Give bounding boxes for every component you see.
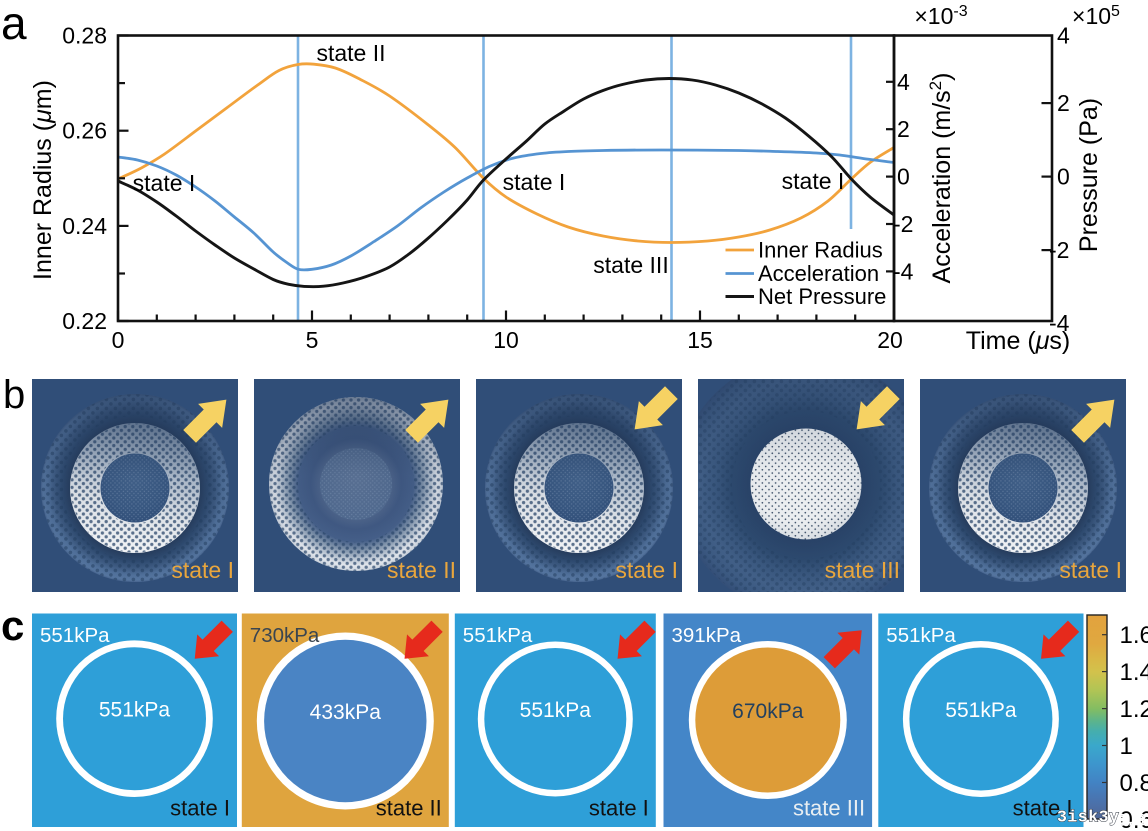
svg-text:670kPa: 670kPa	[732, 700, 804, 723]
svg-text:4: 4	[1057, 23, 1070, 49]
svg-text:state I: state I	[782, 168, 845, 194]
svg-text:-2: -2	[893, 211, 913, 237]
svg-text:5: 5	[306, 327, 319, 353]
svg-text:state III: state III	[825, 557, 900, 583]
svg-text:1.2: 1.2	[1120, 696, 1148, 723]
svg-text:c: c	[1, 602, 24, 649]
svg-text:3isk3y: 3isk3y	[1057, 808, 1119, 827]
svg-text:433kPa: 433kPa	[310, 701, 382, 724]
svg-text:10: 10	[493, 327, 519, 353]
svg-text:Inner Radius: Inner Radius	[758, 238, 883, 263]
svg-text:551kPa: 551kPa	[40, 624, 110, 647]
svg-text:state I: state I	[133, 170, 196, 196]
svg-text:0.24: 0.24	[62, 213, 107, 239]
svg-text:551kPa: 551kPa	[520, 699, 592, 722]
svg-text:Inner Radius (μm): Inner Radius (μm)	[29, 80, 57, 280]
svg-text:Acceleration (m/s2): Acceleration (m/s2)	[926, 73, 956, 284]
svg-text:b: b	[3, 373, 25, 417]
svg-text:0.28: 0.28	[62, 23, 107, 49]
svg-text:1: 1	[1120, 733, 1133, 760]
svg-text:0.26: 0.26	[62, 118, 107, 144]
svg-text:state I: state I	[1013, 796, 1073, 821]
svg-text:0: 0	[112, 327, 125, 353]
svg-text:state II: state II	[316, 40, 385, 66]
svg-text:551kPa: 551kPa	[463, 624, 533, 647]
svg-text:0.8: 0.8	[1117, 812, 1146, 830]
svg-text:551kPa: 551kPa	[99, 699, 171, 722]
svg-text:2: 2	[897, 116, 910, 142]
svg-text:state I: state I	[503, 169, 566, 195]
svg-text:0: 0	[897, 164, 910, 190]
svg-text:-2: -2	[1049, 237, 1069, 263]
svg-text:551kPa: 551kPa	[945, 699, 1017, 722]
svg-text:730kPa: 730kPa	[250, 624, 320, 647]
svg-text:state II: state II	[387, 557, 456, 583]
svg-text:Pressure (Pa): Pressure (Pa)	[1075, 98, 1103, 252]
svg-text:Net Pressure: Net Pressure	[758, 284, 886, 309]
svg-text:state II: state II	[376, 796, 442, 821]
svg-text:×10-3: ×10-3	[914, 3, 967, 29]
svg-text:4: 4	[897, 69, 910, 95]
svg-text:state III: state III	[593, 252, 668, 278]
svg-text:×105: ×105	[1072, 3, 1120, 29]
svg-text:1.4: 1.4	[1120, 659, 1148, 686]
svg-text:-4: -4	[1049, 310, 1070, 336]
svg-text:0: 0	[1057, 164, 1070, 190]
svg-text:-4: -4	[893, 258, 914, 284]
svg-text:state III: state III	[793, 796, 865, 821]
svg-text:0.22: 0.22	[62, 308, 107, 334]
svg-text:0.8: 0.8	[1120, 770, 1148, 797]
svg-text:391kPa: 391kPa	[672, 624, 742, 647]
svg-text:2: 2	[1057, 90, 1070, 116]
svg-text:15: 15	[687, 327, 713, 353]
svg-text:state I: state I	[615, 557, 678, 583]
svg-text:Acceleration: Acceleration	[758, 261, 879, 286]
svg-text:a: a	[1, 0, 27, 49]
svg-text:state I: state I	[1059, 557, 1122, 583]
svg-text:0.6: 0.6	[1120, 807, 1148, 831]
svg-text:state I: state I	[171, 557, 234, 583]
svg-text:state I: state I	[589, 796, 649, 821]
svg-text:1.6: 1.6	[1120, 622, 1148, 649]
svg-text:Time (μs): Time (μs)	[966, 327, 1070, 355]
svg-text:state I: state I	[170, 796, 230, 821]
svg-text:551kPa: 551kPa	[886, 624, 956, 647]
svg-text:20: 20	[877, 327, 903, 353]
